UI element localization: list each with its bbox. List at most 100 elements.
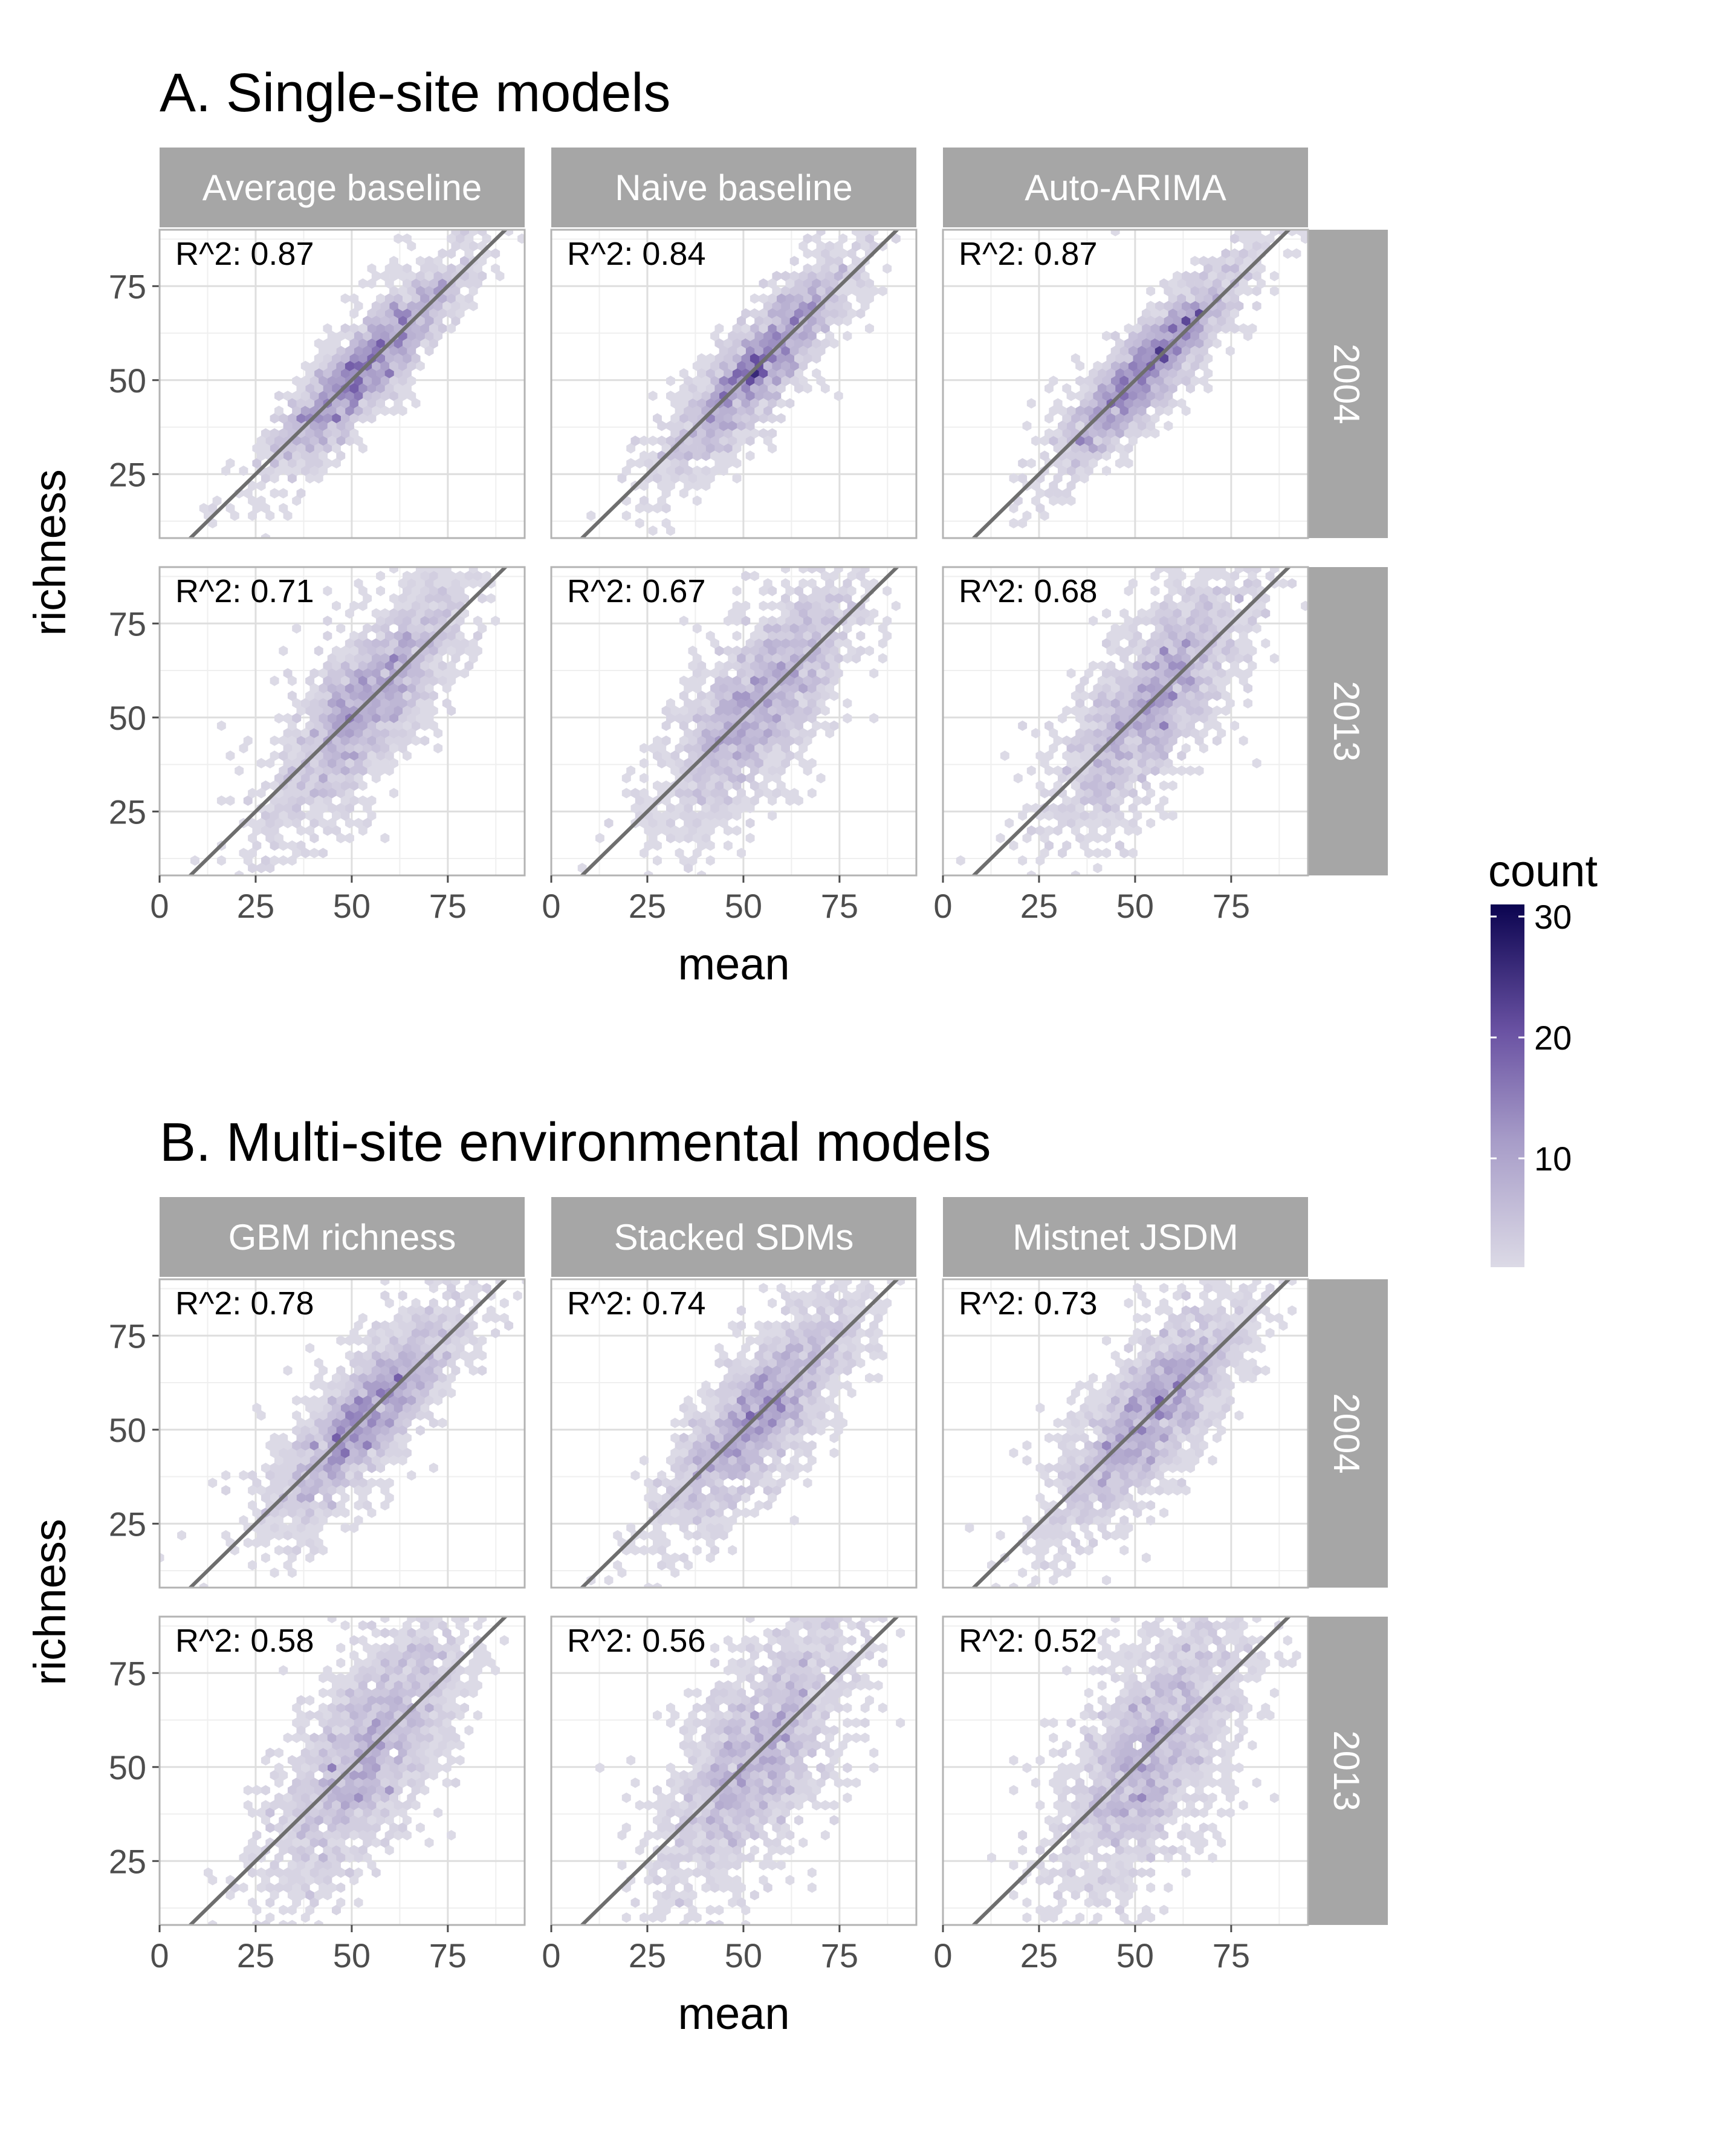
hexbin-cell bbox=[1110, 1395, 1120, 1406]
hexbin-cell bbox=[1164, 391, 1173, 401]
hexbin-cell bbox=[292, 466, 302, 476]
hexbin-cell bbox=[670, 750, 680, 761]
hexbin-cell bbox=[714, 645, 724, 657]
hexbin-cell bbox=[1035, 855, 1045, 866]
hexbin-cell bbox=[1115, 443, 1124, 454]
hexbin-cell bbox=[323, 1492, 332, 1504]
hexbin-cell bbox=[371, 1867, 381, 1878]
hexbin-cell bbox=[865, 615, 874, 626]
hexbin-cell bbox=[1173, 300, 1182, 311]
hexbin-cell bbox=[305, 780, 315, 791]
hexbin-cell bbox=[314, 720, 323, 731]
panel: R^2: 0.78 bbox=[158, 1278, 526, 1589]
hexbin-cell bbox=[1168, 1403, 1177, 1413]
hexbin-cell bbox=[433, 743, 443, 754]
hexbin-cell bbox=[710, 803, 719, 814]
hexbin-cell bbox=[843, 316, 852, 326]
hexbin-cell bbox=[323, 1432, 332, 1443]
hexbin-cell bbox=[692, 623, 702, 634]
hexbin-cell bbox=[292, 1515, 302, 1526]
hexbin-cell bbox=[460, 1290, 469, 1301]
hexbin-cell bbox=[1102, 803, 1111, 814]
hexbin-cell bbox=[319, 1365, 328, 1376]
hexbin-cell bbox=[728, 375, 737, 386]
hexbin-cell bbox=[1199, 668, 1208, 679]
hexbin-cell bbox=[728, 773, 737, 784]
hexbin-cell bbox=[1146, 375, 1156, 386]
hexbin-cell bbox=[1133, 323, 1142, 334]
hexbin-cell bbox=[1318, 1238, 1327, 1248]
hexbin-cell bbox=[451, 1335, 461, 1346]
hexbin-cell bbox=[754, 1335, 764, 1346]
hexbin-cell bbox=[376, 1478, 385, 1488]
hexbin-cell bbox=[1181, 608, 1191, 619]
hexbin-cell bbox=[1177, 1403, 1187, 1413]
hexbin-cell bbox=[798, 608, 808, 619]
hexbin-cell bbox=[763, 668, 772, 679]
hexbin-cell bbox=[415, 623, 425, 634]
hexbin-cell bbox=[745, 360, 755, 371]
hexbin-cell bbox=[657, 743, 667, 754]
hexbin-cell bbox=[270, 1507, 279, 1518]
hexbin-cell bbox=[1212, 690, 1222, 701]
hexbin-cell bbox=[340, 1418, 350, 1429]
hexbin-cell bbox=[380, 1793, 390, 1803]
strip-auto-arima: Auto-ARIMA bbox=[943, 148, 1308, 227]
hexbin-cell bbox=[1141, 353, 1151, 364]
hexbin-cell bbox=[1257, 263, 1266, 274]
hexbin-cell bbox=[1062, 1567, 1072, 1578]
hexbin-cell bbox=[1194, 293, 1204, 304]
hexbin-cell bbox=[305, 720, 315, 731]
hexbin-cell bbox=[1062, 488, 1072, 499]
hexbin-cell bbox=[1089, 735, 1098, 746]
hexbin-cell bbox=[1137, 758, 1147, 768]
hexbin-cell bbox=[451, 1350, 461, 1361]
hexbin-cell bbox=[728, 345, 737, 357]
hexbin-cell bbox=[398, 1628, 407, 1638]
hexbin-cell bbox=[1239, 615, 1248, 626]
hexbin-cell bbox=[1141, 1403, 1151, 1413]
hexbin-cell bbox=[604, 817, 614, 829]
hexbin-cell bbox=[398, 728, 407, 739]
hexbin-cell bbox=[1146, 728, 1156, 739]
hexbin-cell bbox=[1164, 375, 1173, 386]
hexbin-cell bbox=[1212, 338, 1222, 349]
hexbin-cell bbox=[424, 713, 434, 724]
hexbin-cell bbox=[394, 600, 403, 611]
hexbin-cell bbox=[772, 758, 782, 768]
hexbin-cell bbox=[653, 735, 662, 746]
hexbin-cell bbox=[1155, 1470, 1164, 1481]
hexbin-cell bbox=[1133, 615, 1142, 626]
hexbin-cell bbox=[705, 795, 715, 806]
hexbin-cell bbox=[336, 1380, 346, 1391]
hexbin-cell bbox=[1115, 1387, 1124, 1398]
hexbin-cell bbox=[798, 567, 808, 574]
hexbin-cell bbox=[772, 1440, 782, 1451]
hexbin-cell bbox=[768, 1372, 777, 1383]
hexbin-cell bbox=[327, 758, 337, 768]
hexbin-cell bbox=[420, 541, 429, 551]
hexbin-cell bbox=[856, 1357, 866, 1369]
hexbin-cell bbox=[829, 1328, 839, 1339]
hexbin-cell bbox=[358, 825, 368, 836]
hexbin-cell bbox=[728, 758, 737, 768]
hexbin-cell bbox=[394, 398, 403, 409]
hexbin-cell bbox=[750, 660, 759, 671]
hexbin-cell bbox=[883, 1297, 892, 1309]
hexbin-cell bbox=[1097, 690, 1107, 701]
hexbin-cell bbox=[1066, 1560, 1076, 1571]
hexbin-cell bbox=[407, 391, 416, 401]
hexbin-cell bbox=[332, 1462, 341, 1473]
hexbin-cell bbox=[332, 1387, 341, 1398]
hexbin-cell bbox=[1203, 1328, 1213, 1339]
hexbin-cell bbox=[363, 638, 372, 649]
hexbin-cell bbox=[531, 578, 540, 588]
hexbin-cell bbox=[1080, 398, 1089, 409]
hexbin-cell bbox=[1066, 1410, 1076, 1421]
hexbin-cell bbox=[781, 788, 790, 799]
hexbin-cell bbox=[309, 360, 319, 371]
hexbin-cell bbox=[389, 683, 398, 694]
hexbin-cell bbox=[424, 653, 434, 664]
hexbin-cell bbox=[878, 1350, 887, 1361]
hexbin-cell bbox=[653, 1582, 662, 1588]
